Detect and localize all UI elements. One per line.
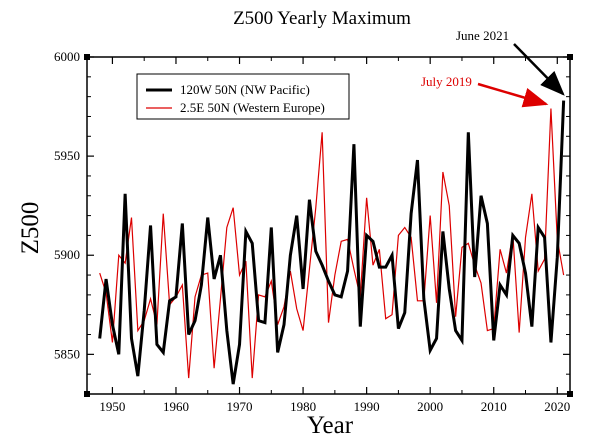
y-tick-label-6000: 6000 [54, 49, 80, 64]
x-tick-label-1980: 1980 [290, 399, 316, 414]
series-layer [98, 100, 566, 385]
x-tick-label-2010: 2010 [481, 399, 507, 414]
axis-ticks: 1950 1960 1970 1980 1990 2000 2010 2020 5850 5900… [54, 49, 573, 414]
corner-marker-1 [567, 54, 573, 60]
arrow-july-2019 [477, 82, 549, 108]
corner-marker-2 [84, 391, 90, 397]
y-axis-label: Z500 [17, 202, 44, 255]
legend-box [136, 73, 350, 120]
legend-label-nw-pacific: 120W 50N (NW Pacific) [180, 82, 310, 97]
x-tick-label-2000: 2000 [417, 399, 443, 414]
corner-marker-0 [84, 54, 90, 60]
corner-marker-3 [567, 391, 573, 397]
annotations: June 2021 July 2019 [421, 28, 565, 108]
plot-frame [86, 56, 571, 395]
x-axis-label: Year [307, 412, 354, 439]
x-tick-label-1990: 1990 [354, 399, 380, 414]
chart-title: Z500 Yearly Maximum [233, 8, 411, 29]
y-tick-label-5900: 5900 [54, 247, 80, 262]
legend-label-western-europe: 2.5E 50N (Western Europe) [180, 100, 325, 115]
x-tick-label-1970: 1970 [227, 399, 253, 414]
arrow-june-2021 [513, 43, 565, 96]
legend: 120W 50N (NW Pacific) 2.5E 50N (Western … [136, 73, 350, 120]
x-tick-label-2020: 2020 [544, 399, 570, 414]
annotation-june-2021: June 2021 [456, 28, 509, 43]
y-tick-label-5950: 5950 [54, 148, 80, 163]
x-tick-label-1960: 1960 [163, 399, 189, 414]
y-tick-label-5850: 5850 [54, 346, 80, 361]
x-tick-label-1950: 1950 [99, 399, 125, 414]
annotation-july-2019: July 2019 [421, 74, 472, 89]
series-line-nw-pacific [98, 100, 566, 385]
